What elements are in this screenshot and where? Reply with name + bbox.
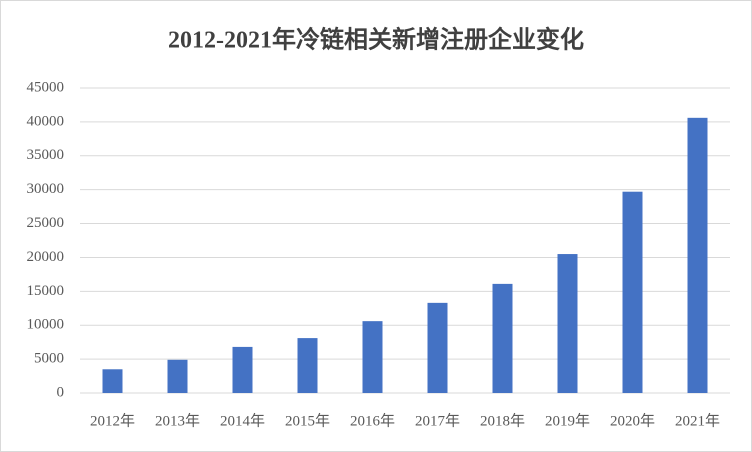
x-tick-label: 2020年 bbox=[610, 412, 655, 429]
bar bbox=[297, 338, 318, 393]
bar bbox=[427, 302, 448, 393]
bar bbox=[557, 254, 578, 393]
x-tick-label: 2015年 bbox=[285, 412, 330, 429]
x-tick-label: 2019年 bbox=[545, 412, 590, 429]
y-tick-label: 20000 bbox=[27, 249, 65, 265]
y-tick-label: 15000 bbox=[27, 283, 65, 299]
x-tick-label: 2014年 bbox=[220, 412, 265, 429]
y-tick-label: 5000 bbox=[34, 351, 64, 367]
bar bbox=[492, 283, 513, 393]
x-tick-label: 2017年 bbox=[415, 412, 460, 429]
x-tick-label: 2016年 bbox=[350, 412, 395, 429]
x-tick-label: 2018年 bbox=[480, 412, 525, 429]
bar bbox=[362, 321, 383, 393]
y-tick-label: 25000 bbox=[27, 215, 65, 231]
y-tick-label: 35000 bbox=[27, 147, 65, 163]
y-tick-label: 30000 bbox=[27, 181, 65, 197]
y-tick-label: 10000 bbox=[27, 317, 65, 333]
bar bbox=[232, 346, 253, 393]
x-tick-label: 2021年 bbox=[675, 412, 720, 429]
x-tick-label: 2012年 bbox=[90, 412, 135, 429]
y-tick-label: 40000 bbox=[27, 113, 65, 129]
bar bbox=[167, 359, 188, 393]
bar bbox=[622, 191, 643, 393]
bar bbox=[687, 117, 708, 394]
y-tick-label: 45000 bbox=[27, 79, 65, 95]
x-tick-label: 2013年 bbox=[155, 412, 200, 429]
bar bbox=[102, 369, 123, 393]
y-tick-label: 0 bbox=[57, 384, 65, 400]
chart-title: 2012-2021年冷链相关新增注册企业变化 bbox=[168, 26, 584, 54]
